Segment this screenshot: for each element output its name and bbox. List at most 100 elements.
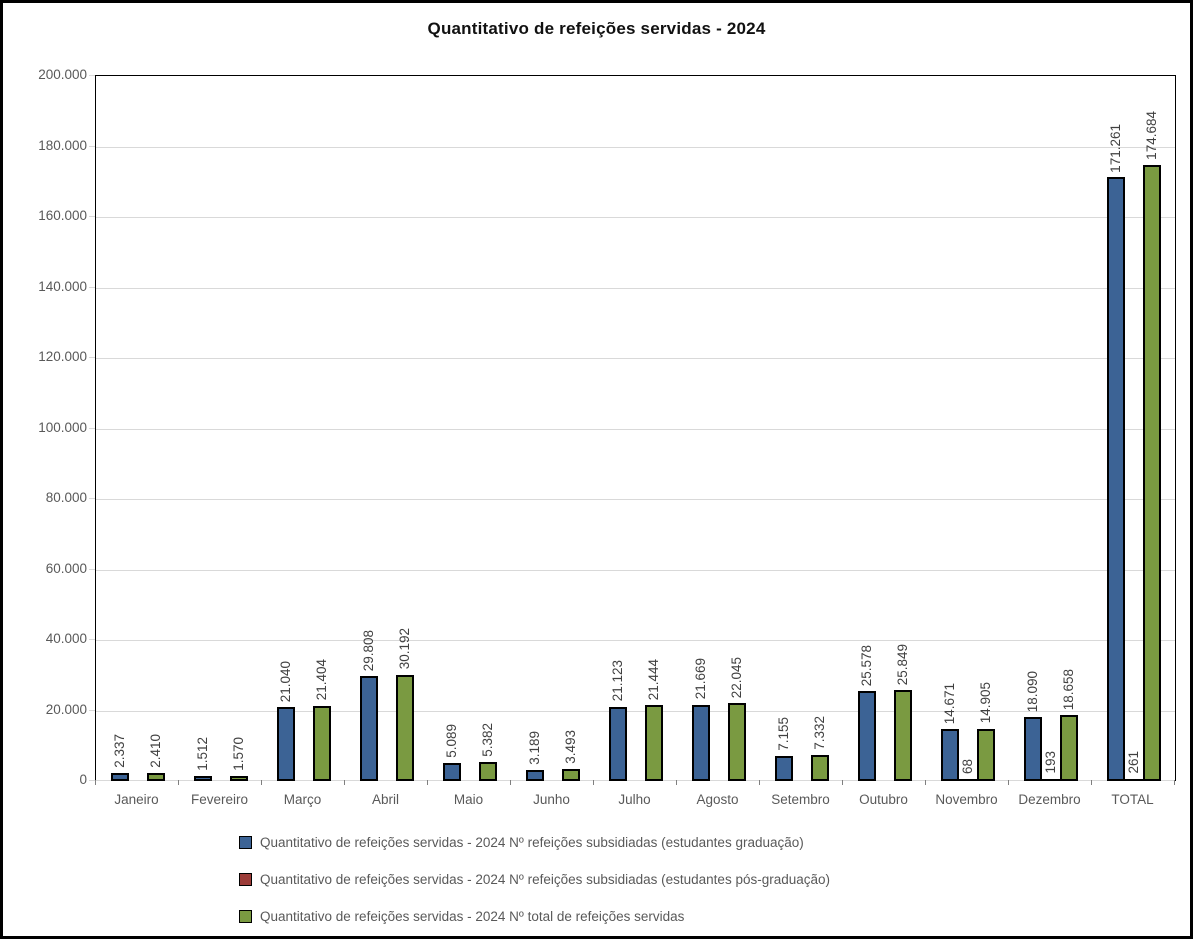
bar-value-label: 1.570 <box>230 736 246 771</box>
bar-2-2 <box>312 705 331 781</box>
y-axis-tick-label: 40.000 <box>45 631 87 646</box>
bar-value-label: 21.123 <box>609 660 625 702</box>
bar-value-label: 21.444 <box>645 659 661 701</box>
bar-1-12 <box>1124 779 1143 781</box>
y-axis-tick-label: 80.000 <box>45 490 87 505</box>
gridline <box>96 569 1175 571</box>
bar-2-4 <box>478 762 497 781</box>
x-axis-category-label: Junho <box>533 792 570 807</box>
bar-0-4 <box>442 763 461 781</box>
bar-value-label: 7.155 <box>775 717 791 751</box>
bar-value-label: 18.090 <box>1024 670 1040 713</box>
bar-2-10 <box>976 728 995 781</box>
x-axis-tick <box>1091 780 1092 785</box>
bar-value-label: 7.332 <box>811 716 827 751</box>
x-axis-category-label: Outubro <box>859 792 908 807</box>
x-axis-tick <box>510 780 511 785</box>
x-axis-category-label: Novembro <box>935 792 998 807</box>
y-axis-tick <box>89 639 95 640</box>
x-axis-tick <box>1008 780 1009 785</box>
legend-item-graduacao: Quantitativo de refeições servidas - 202… <box>239 835 804 850</box>
bar-2-12 <box>1142 165 1161 781</box>
bar-value-label: 2.410 <box>147 733 163 768</box>
bar-value-label: 18.658 <box>1060 668 1076 711</box>
bar-2-7 <box>727 703 746 781</box>
legend-item-pos-graduacao: Quantitativo de refeições servidas - 202… <box>239 872 830 887</box>
y-axis-tick-label: 60.000 <box>45 560 87 576</box>
bar-value-label: 1.512 <box>194 736 210 771</box>
y-axis-tick-label: 140.000 <box>38 278 87 294</box>
bar-2-11 <box>1059 715 1078 781</box>
y-axis-tick <box>89 286 95 288</box>
x-axis-category-label: Abril <box>371 792 399 807</box>
x-axis-tick <box>1174 780 1175 785</box>
bar-value-label: 193 <box>1042 751 1058 774</box>
gridline <box>96 428 1175 430</box>
x-axis-category-label: Agosto <box>696 792 739 807</box>
bar-value-label: 171.261 <box>1107 123 1123 173</box>
x-axis-category-label: Setembro <box>771 792 830 807</box>
x-axis-tick <box>95 780 96 785</box>
bar-value-label: 25.578 <box>858 644 874 686</box>
y-axis-tick <box>89 216 95 217</box>
bar-value-label: 29.808 <box>360 629 376 671</box>
x-axis-category-label: Março <box>283 792 322 807</box>
bar-value-label: 5.382 <box>479 723 495 757</box>
gridline <box>96 287 1175 289</box>
bar-0-9 <box>857 690 876 781</box>
bar-0-0 <box>110 772 129 781</box>
x-axis-tick <box>427 780 428 785</box>
bar-value-label: 5.089 <box>443 724 459 759</box>
x-axis-line <box>96 780 1175 781</box>
bar-value-label: 21.669 <box>692 658 708 700</box>
bar-value-label: 174.684 <box>1143 111 1159 161</box>
y-axis-tick-label: 0 <box>79 772 87 787</box>
gridline <box>96 358 1175 359</box>
y-axis-tick-label: 100.000 <box>38 419 87 435</box>
bar-0-5 <box>525 769 544 781</box>
legend-swatch-total <box>239 910 252 923</box>
bar-value-label: 14.671 <box>941 683 957 725</box>
bar-value-label: 25.849 <box>894 643 910 685</box>
bar-value-label: 2.337 <box>111 734 127 768</box>
x-axis-tick <box>593 780 594 785</box>
x-axis-tick <box>676 780 677 785</box>
bar-0-10 <box>940 729 959 781</box>
legend-swatch-graduacao <box>239 836 252 849</box>
bar-0-7 <box>691 704 710 781</box>
y-axis-tick <box>89 427 95 429</box>
bar-value-label: 3.493 <box>562 729 578 764</box>
y-axis-tick <box>89 780 95 781</box>
legend-label-graduacao: Quantitativo de refeições servidas - 202… <box>260 835 804 850</box>
bar-2-6 <box>644 705 663 781</box>
bar-value-label: 3.189 <box>526 731 542 765</box>
y-axis-tick-label: 180.000 <box>38 137 87 153</box>
y-axis-tick <box>89 75 95 76</box>
y-axis-tick <box>89 568 95 570</box>
x-axis-tick <box>261 780 262 785</box>
bar-0-12 <box>1106 177 1125 781</box>
x-axis-category-label: TOTAL <box>1111 792 1154 807</box>
gridline <box>96 499 1175 500</box>
bar-1-11 <box>1041 779 1060 781</box>
gridline <box>96 146 1175 148</box>
y-axis-tick-label: 20.000 <box>45 701 87 717</box>
x-axis-category-label: Maio <box>453 792 484 807</box>
legend-label-total: Quantitativo de refeições servidas - 202… <box>260 909 685 924</box>
bar-1-10 <box>958 779 977 781</box>
y-axis-tick <box>89 145 95 147</box>
legend-swatch-pos-graduacao <box>239 873 252 886</box>
bar-0-3 <box>359 675 378 781</box>
bar-value-label: 14.905 <box>977 682 993 724</box>
x-axis-tick <box>344 780 345 785</box>
bar-0-1 <box>193 775 212 781</box>
bar-2-8 <box>810 755 829 781</box>
x-axis-category-label: Dezembro <box>1018 792 1081 807</box>
bar-value-label: 22.045 <box>728 657 744 699</box>
gridline <box>96 640 1175 641</box>
y-axis-tick-label: 160.000 <box>38 208 87 223</box>
y-axis-tick <box>89 709 95 711</box>
bar-value-label: 30.192 <box>396 628 412 670</box>
bar-2-5 <box>561 768 580 781</box>
